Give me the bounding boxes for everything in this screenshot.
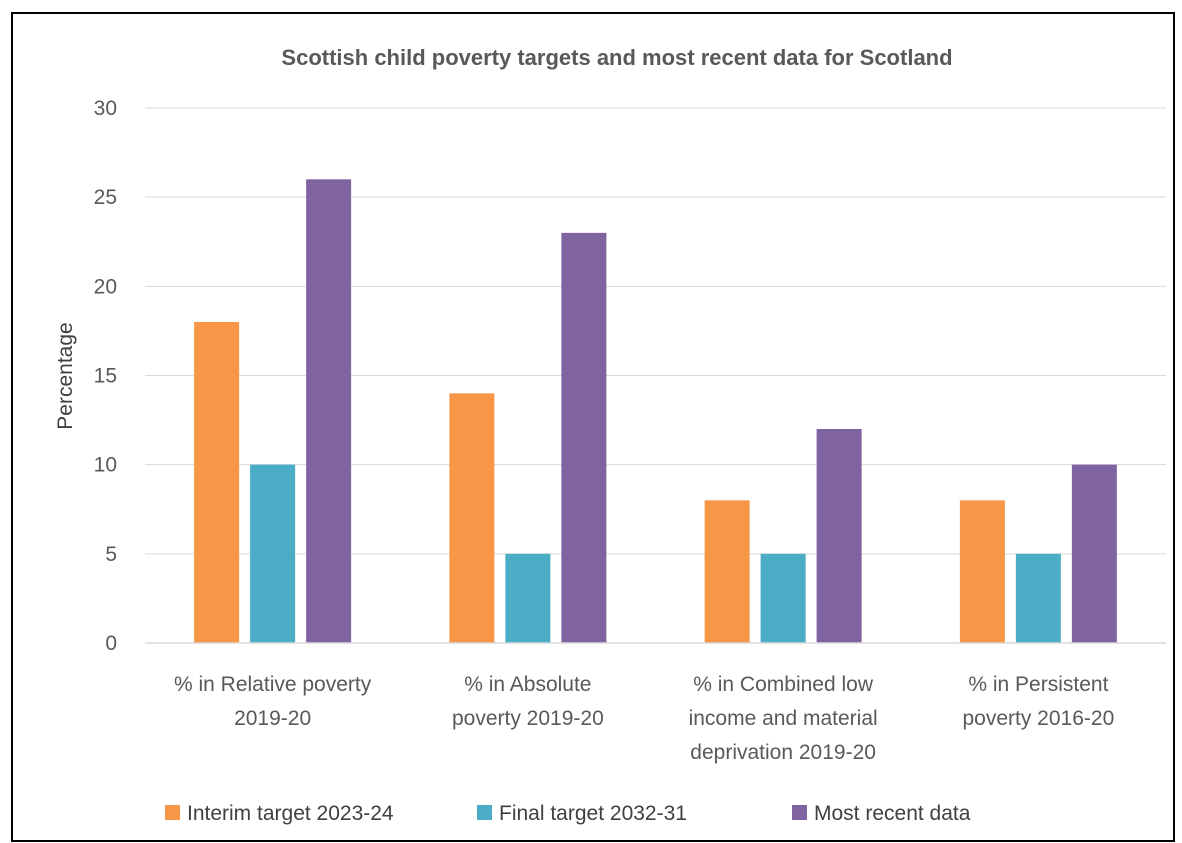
legend-swatch <box>165 805 180 820</box>
x-category-label-line: income and material <box>689 707 878 730</box>
bar-3-2 <box>561 232 607 644</box>
legend-item: Most recent data <box>792 802 971 825</box>
x-category-label: % in Relative poverty 2019-20 <box>174 673 372 730</box>
bar-1-1 <box>194 322 240 643</box>
bar-2-2 <box>505 553 551 643</box>
bar-2-1 <box>250 464 296 643</box>
legend-label: Interim target 2023-24 <box>187 802 394 825</box>
x-category-label-line: deprivation 2019-20 <box>690 741 876 764</box>
bar-1-2 <box>449 393 495 643</box>
bar-2-4 <box>1015 553 1061 643</box>
legend-swatch <box>792 805 807 820</box>
y-tick-label: 5 <box>105 543 117 566</box>
x-category-label-line: % in Combined low <box>693 673 874 696</box>
x-category-label: % in Absolute poverty 2019-20 <box>452 673 604 730</box>
gridlines <box>145 107 1166 555</box>
y-axis-ticks: 0 5 10 15 20 25 30 <box>94 97 117 655</box>
legend-item: Interim target 2023-24 <box>165 802 394 825</box>
bar-1-4 <box>959 500 1005 643</box>
x-category-label-line: % in Absolute <box>464 673 591 696</box>
legend-item: Final target 2032-31 <box>477 802 687 825</box>
y-tick-label: 25 <box>94 186 117 209</box>
legend-label: Most recent data <box>814 802 971 825</box>
x-category-label-line: % in Relative poverty <box>174 673 372 696</box>
x-category-label-line: % in Persistent <box>968 673 1108 696</box>
x-category-label: % in Persistent poverty 2016-20 <box>962 673 1114 730</box>
legend-swatch <box>477 805 492 820</box>
legend: Interim target 2023-24 Final target 2032-… <box>165 802 971 825</box>
y-tick-label: 0 <box>105 632 117 655</box>
bar-2-3 <box>760 553 806 643</box>
bar-3-1 <box>306 179 352 644</box>
legend-label: Final target 2032-31 <box>499 802 687 825</box>
x-category-label: % in Combined low income and material depr… <box>689 673 878 764</box>
y-tick-label: 15 <box>94 365 117 388</box>
x-category-label-line: 2019-20 <box>234 707 311 730</box>
bar-3-4 <box>1071 464 1117 643</box>
chart-title: Scottish child poverty targets and most … <box>281 45 952 70</box>
y-tick-label: 30 <box>94 97 117 120</box>
bar-3-3 <box>816 429 862 643</box>
bar-1-3 <box>704 500 750 643</box>
x-axis-labels: % in Relative poverty 2019-20 % in Absolut… <box>174 673 1114 764</box>
y-tick-label: 10 <box>94 454 117 477</box>
y-tick-label: 20 <box>94 275 117 298</box>
x-category-label-line: poverty 2019-20 <box>452 707 604 730</box>
bars <box>194 179 1117 644</box>
y-axis-label: Percentage <box>54 322 77 429</box>
x-category-label-line: poverty 2016-20 <box>962 707 1114 730</box>
